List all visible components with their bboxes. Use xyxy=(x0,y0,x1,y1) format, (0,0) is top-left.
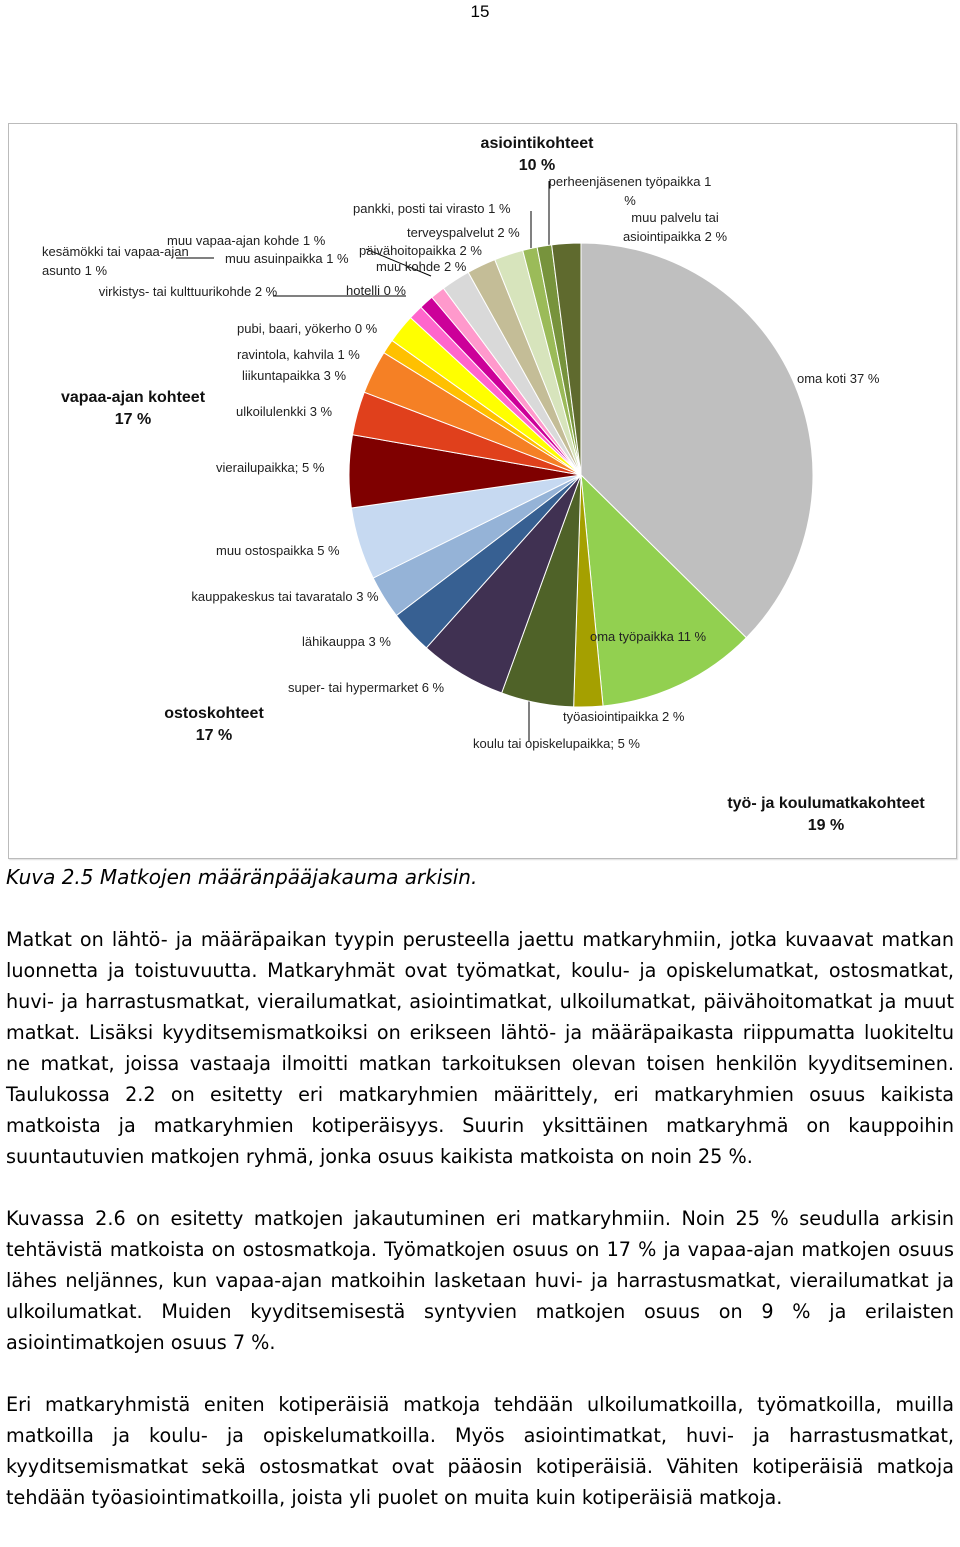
slice-value: 6 % xyxy=(421,680,445,695)
slice-label: liikuntapaikka 3 % xyxy=(242,366,372,385)
slice-label: vierailupaikka; 5 % xyxy=(216,458,366,477)
slice-name: ravintola, kahvila xyxy=(237,347,334,362)
slice-name: terveyspalvelut xyxy=(407,225,494,240)
slice-value: 2 % xyxy=(704,229,728,244)
pie-slice xyxy=(551,242,582,476)
slice-name: perheenjäsenen työpaikka xyxy=(548,174,701,189)
slice-name: vierailupaikka; xyxy=(216,460,299,475)
slice-value: 1 % xyxy=(326,251,349,266)
slice-label: super- tai hypermarket 6 % xyxy=(288,678,488,697)
slice-name: hotelli xyxy=(346,283,380,298)
slice-label: ravintola, kahvila 1 % xyxy=(237,345,387,364)
slice-label: muu palvelu tai asiointipaikka 2 % xyxy=(605,208,745,246)
slice-value: 2 % xyxy=(497,225,520,240)
slice-value: 2 % xyxy=(459,243,482,258)
slice-value: 3 % xyxy=(323,368,347,383)
slice-name: lähikauppa xyxy=(302,634,365,649)
slice-value: 3 % xyxy=(368,634,391,649)
slice-name: kauppakeskus tai tavaratalo xyxy=(191,589,353,604)
slice-label: oma työpaikka 11 % xyxy=(590,627,730,646)
slice-label: muu ostospaikka 5 % xyxy=(216,541,366,560)
pie-slice xyxy=(580,242,814,639)
slice-label: pubi, baari, yökerho 0 % xyxy=(237,319,407,338)
slice-value: 0 % xyxy=(354,321,378,336)
slice-label: työasiointipaikka 2 % xyxy=(563,707,713,726)
slice-value: 37 % xyxy=(849,371,880,386)
pie-slice xyxy=(580,473,748,707)
slice-value: 2 % xyxy=(254,284,278,299)
group-name: asiointikohteet xyxy=(480,135,594,152)
slice-value: 1 % xyxy=(302,233,326,248)
slice-value: 5 % xyxy=(617,736,640,751)
slice-value: 3 % xyxy=(356,589,379,604)
slice-name: kesämökki tai vapaa-ajan asunto xyxy=(42,244,189,278)
slice-value: 2 % xyxy=(662,709,685,724)
body-text: Matkat on lähtö- ja määräpaikan tyypin p… xyxy=(6,924,954,1544)
slice-name: ulkoilulenkki xyxy=(236,404,307,419)
slice-name: päivähoitopaikka xyxy=(359,243,456,258)
slice-value: 1 % xyxy=(84,263,108,278)
paragraph: Eri matkaryhmistä eniten kotiperäisiä ma… xyxy=(6,1393,954,1509)
slice-label: päivähoitopaikka 2 % xyxy=(359,241,519,260)
slice-label: hotelli 0 % xyxy=(346,281,426,300)
slice-label: oma koti 37 % xyxy=(797,369,917,388)
group-value: 17 % xyxy=(114,411,152,428)
group-label: vapaa-ajan kohteet 17 % xyxy=(33,387,233,431)
slice-value: 3 % xyxy=(309,404,333,419)
group-value: 19 % xyxy=(807,817,845,834)
pie-svg xyxy=(176,181,814,741)
slice-name: pubi, baari, yökerho xyxy=(237,321,352,336)
slice-label: ulkoilulenkki 3 % xyxy=(236,402,366,421)
group-name: työ- ja koulumatkakohteet xyxy=(727,795,925,812)
slice-label: lähikauppa 3 % xyxy=(302,632,422,651)
slice-label: terveyspalvelut 2 % xyxy=(407,223,527,242)
leader xyxy=(365,248,432,277)
slice-value: 1 % xyxy=(488,201,511,216)
slice-label: koulu tai opiskelupaikka; 5 % xyxy=(464,734,649,753)
slice-label: virkistys- tai kulttuurikohde 2 % xyxy=(88,282,288,301)
slice-label: perheenjäsenen työpaikka 1 % xyxy=(545,172,715,210)
slice-name: super- tai hypermarket xyxy=(288,680,419,695)
slice-name: liikuntapaikka xyxy=(242,368,321,383)
slice-label: muu asuinpaikka 1 % xyxy=(225,249,375,268)
slice-name: muu kohde xyxy=(376,259,441,274)
slice-value: 5 % xyxy=(302,460,325,475)
slice-value: 1 % xyxy=(624,174,712,208)
group-label: työ- ja koulumatkakohteet 19 % xyxy=(706,793,946,837)
slice-name: oma työpaikka xyxy=(590,629,674,644)
slice-label: kesämökki tai vapaa-ajan asunto 1 % xyxy=(42,242,212,280)
group-label: asiointikohteet 10 % xyxy=(437,133,637,177)
group-value: 10 % xyxy=(518,157,556,174)
slice-name: muu ostospaikka xyxy=(216,543,314,558)
slice-value: 0 % xyxy=(383,283,406,298)
group-name: vapaa-ajan kohteet xyxy=(60,389,206,406)
slice-name: oma koti xyxy=(797,371,847,386)
slice-name: muu asuinpaikka xyxy=(225,251,323,266)
slice-name: muu vapaa-ajan kohde xyxy=(167,233,300,248)
slice-name: virkistys- tai kulttuurikohde xyxy=(98,284,252,299)
chart: oma koti 37 % oma työpaikka 11 % työasioin… xyxy=(8,123,957,859)
slice-name: pankki, posti tai virasto xyxy=(353,201,485,216)
slice-value: 2 % xyxy=(443,259,467,274)
slice-value: 11 % xyxy=(677,629,707,644)
slice-label: pankki, posti tai virasto 1 % xyxy=(353,199,543,218)
slice-value: 5 % xyxy=(317,543,340,558)
slice-name: työasiointipaikka xyxy=(563,709,659,724)
page-number: 15 xyxy=(470,2,490,21)
slice-name: koulu tai opiskelupaikka; xyxy=(473,736,614,751)
group-label: ostoskohteet 17 % xyxy=(114,703,314,747)
slice-name: muu palvelu tai asiointipaikka xyxy=(622,210,719,244)
paragraph: Kuvassa 2.6 on esitetty matkojen jakautu… xyxy=(6,1207,954,1354)
leader-lines xyxy=(176,181,550,741)
slice-label: muu kohde 2 % xyxy=(376,257,486,276)
group-value: 17 % xyxy=(195,727,233,744)
figure-caption: Kuva 2.5 Matkojen määränpääjakauma arkis… xyxy=(6,865,478,889)
slice-label: kauppakeskus tai tavaratalo 3 % xyxy=(190,587,380,606)
group-name: ostoskohteet xyxy=(164,705,264,722)
slice-value: 1 % xyxy=(337,347,360,362)
slice-label: muu vapaa-ajan kohde 1 % xyxy=(167,231,357,250)
paragraph: Matkat on lähtö- ja määräpaikan tyypin p… xyxy=(6,928,954,1168)
